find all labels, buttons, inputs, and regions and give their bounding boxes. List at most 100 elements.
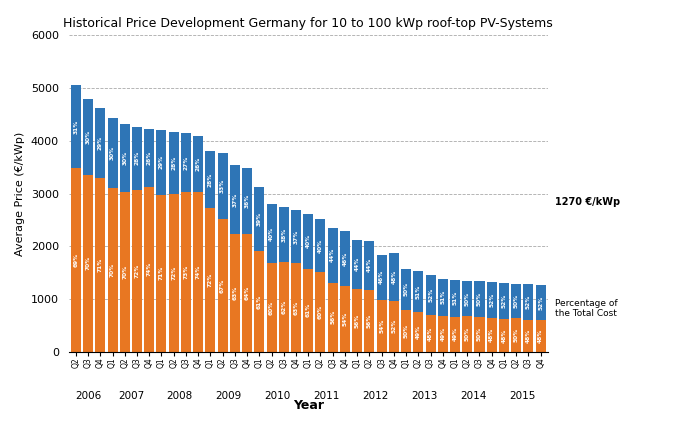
Text: 71%: 71% bbox=[159, 266, 164, 280]
Bar bbox=[523, 319, 534, 352]
Bar bbox=[254, 251, 264, 352]
Text: 40%: 40% bbox=[318, 239, 323, 253]
Bar bbox=[95, 179, 105, 352]
Bar bbox=[487, 318, 497, 352]
Text: 49%: 49% bbox=[453, 327, 458, 341]
Text: 54%: 54% bbox=[379, 319, 384, 333]
Bar bbox=[487, 282, 497, 318]
Text: 52%: 52% bbox=[428, 288, 433, 302]
Bar bbox=[475, 281, 484, 317]
Text: 67%: 67% bbox=[220, 279, 225, 293]
Text: 56%: 56% bbox=[355, 313, 360, 328]
Text: 71%: 71% bbox=[98, 258, 103, 272]
Text: 2009: 2009 bbox=[216, 391, 242, 401]
Bar bbox=[83, 99, 93, 175]
Title: Historical Price Development Germany for 10 to 100 kWp roof-top PV-Systems: Historical Price Development Germany for… bbox=[64, 17, 553, 30]
Text: 2007: 2007 bbox=[118, 391, 144, 401]
Text: 2010: 2010 bbox=[264, 391, 291, 401]
Text: 1270 €/kWp: 1270 €/kWp bbox=[555, 197, 620, 207]
Text: 70%: 70% bbox=[86, 256, 90, 270]
Text: Percentage of
the Total Cost: Percentage of the Total Cost bbox=[555, 299, 618, 318]
Bar bbox=[425, 275, 436, 315]
Text: 63%: 63% bbox=[293, 301, 299, 315]
Bar bbox=[230, 234, 240, 352]
Bar bbox=[413, 271, 423, 312]
Bar bbox=[193, 192, 203, 352]
Text: 26%: 26% bbox=[147, 150, 152, 165]
Bar bbox=[352, 289, 362, 352]
Bar bbox=[327, 228, 338, 282]
Bar bbox=[303, 214, 313, 268]
Text: 63%: 63% bbox=[232, 286, 238, 300]
Bar bbox=[511, 318, 521, 352]
Bar bbox=[377, 300, 386, 352]
Bar bbox=[181, 133, 191, 192]
Text: 28%: 28% bbox=[208, 172, 213, 187]
Text: 2011: 2011 bbox=[314, 391, 340, 401]
Text: 48%: 48% bbox=[526, 329, 531, 343]
Text: 51%: 51% bbox=[440, 290, 445, 304]
Text: 72%: 72% bbox=[208, 273, 213, 287]
Text: 61%: 61% bbox=[257, 294, 262, 309]
Bar bbox=[316, 272, 325, 352]
Bar bbox=[169, 132, 179, 194]
Text: 62%: 62% bbox=[282, 300, 286, 314]
Text: 30%: 30% bbox=[122, 151, 127, 165]
Bar bbox=[108, 188, 118, 352]
Bar bbox=[291, 210, 301, 263]
Text: 33%: 33% bbox=[220, 179, 225, 193]
Bar bbox=[71, 85, 81, 168]
Bar bbox=[230, 165, 240, 234]
Bar bbox=[316, 220, 325, 272]
Bar bbox=[536, 285, 546, 320]
Text: 70%: 70% bbox=[110, 263, 115, 277]
Bar bbox=[450, 280, 460, 316]
Text: 37%: 37% bbox=[232, 193, 238, 207]
Bar bbox=[145, 187, 154, 352]
Text: 2014: 2014 bbox=[460, 391, 486, 401]
Bar bbox=[193, 136, 203, 192]
Text: 50%: 50% bbox=[514, 328, 519, 342]
Text: 27%: 27% bbox=[184, 156, 188, 170]
Bar bbox=[401, 268, 411, 310]
Text: 2015: 2015 bbox=[509, 391, 536, 401]
Bar bbox=[303, 268, 313, 352]
Text: 61%: 61% bbox=[306, 303, 311, 317]
Text: 50%: 50% bbox=[477, 292, 482, 306]
Bar bbox=[71, 168, 81, 352]
Bar bbox=[145, 128, 154, 187]
Bar bbox=[425, 315, 436, 352]
Bar bbox=[120, 124, 129, 192]
Text: 48%: 48% bbox=[489, 328, 495, 342]
Text: 50%: 50% bbox=[403, 324, 409, 338]
Bar bbox=[340, 286, 350, 352]
Bar bbox=[413, 312, 423, 352]
Bar bbox=[206, 208, 215, 352]
Bar bbox=[83, 175, 93, 352]
Text: 72%: 72% bbox=[134, 264, 140, 278]
Text: 2006: 2006 bbox=[75, 391, 101, 401]
Bar bbox=[511, 284, 521, 318]
Bar bbox=[352, 239, 362, 289]
Text: 40%: 40% bbox=[306, 234, 311, 248]
Bar bbox=[450, 316, 460, 352]
Text: 48%: 48% bbox=[428, 326, 433, 341]
Bar bbox=[120, 192, 129, 352]
Text: 36%: 36% bbox=[245, 194, 249, 208]
Bar bbox=[499, 283, 509, 319]
Bar bbox=[156, 194, 166, 352]
Text: 30%: 30% bbox=[110, 146, 115, 160]
Text: 51%: 51% bbox=[416, 284, 421, 299]
Text: 60%: 60% bbox=[318, 305, 323, 319]
Bar bbox=[206, 151, 215, 208]
Text: 30%: 30% bbox=[86, 129, 90, 143]
Bar bbox=[108, 118, 118, 188]
Text: 52%: 52% bbox=[489, 293, 495, 307]
Bar bbox=[266, 204, 277, 263]
Text: 2013: 2013 bbox=[411, 391, 438, 401]
Text: 72%: 72% bbox=[171, 266, 176, 280]
Text: 28%: 28% bbox=[171, 156, 176, 170]
Text: 52%: 52% bbox=[526, 295, 531, 309]
Bar bbox=[364, 290, 375, 352]
Text: 31%: 31% bbox=[73, 120, 78, 134]
